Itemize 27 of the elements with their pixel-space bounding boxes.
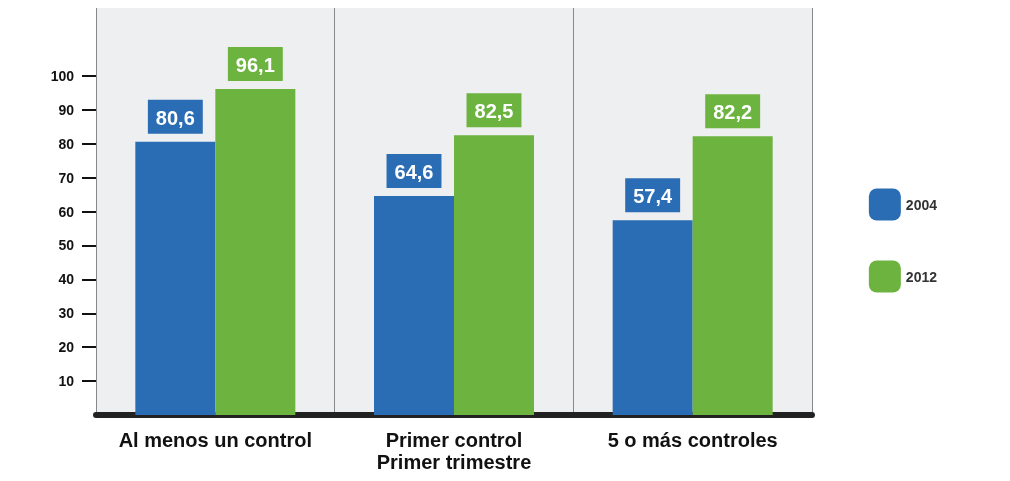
y-tick-label: 50 (58, 237, 75, 254)
data-label: 82,5 (474, 100, 514, 123)
x-tick-label: 5 o más controles (607, 429, 778, 451)
bar (692, 136, 773, 415)
legend-label: 2004 (905, 196, 938, 213)
y-tick-label: 40 (58, 271, 75, 288)
data-label: 57,4 (633, 185, 673, 208)
data-label: 80,6 (155, 106, 195, 129)
bar (135, 141, 216, 415)
bar (374, 195, 454, 415)
x-tick-label: Primer control Primer trimestre (376, 429, 532, 473)
data-label: 96,1 (235, 54, 275, 77)
bar (215, 89, 296, 415)
y-tick-label: 100 (50, 67, 75, 84)
y-tick-label: 80 (58, 135, 75, 152)
bar (612, 220, 693, 415)
y-tick-label: 20 (58, 339, 75, 356)
y-tick-label: 90 (58, 101, 75, 118)
y-tick-label: 10 (58, 373, 75, 390)
legend-label: 2012 (905, 268, 938, 285)
data-label: 64,6 (394, 160, 434, 183)
y-tick-label: 70 (58, 169, 75, 186)
bar (454, 135, 534, 415)
x-tick-label: Al menos un control (118, 429, 313, 451)
y-tick-label: 30 (58, 305, 75, 322)
y-tick-label: 60 (58, 203, 75, 220)
data-label: 82,2 (713, 101, 753, 124)
